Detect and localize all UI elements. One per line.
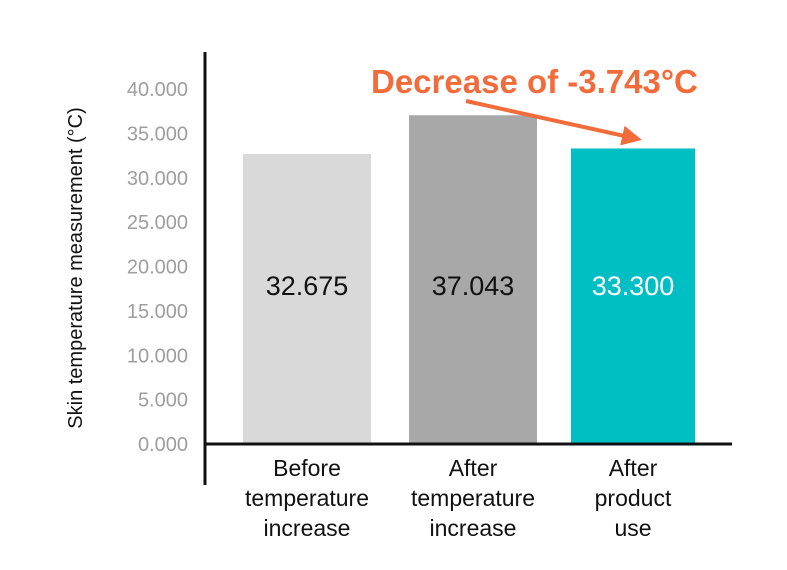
y-tick-label: 15.000: [127, 301, 188, 323]
y-tick-label: 10.000: [127, 345, 188, 367]
y-axis-label: Skin temperature measurement (°C): [65, 107, 87, 428]
category-label: After: [609, 455, 658, 481]
y-tick-label: 25.000: [127, 212, 188, 234]
bar: [409, 115, 537, 444]
category-label: increase: [430, 515, 517, 541]
category-label: After: [449, 455, 498, 481]
category-label: temperature: [245, 485, 369, 511]
bar-value-label: 33.300: [592, 271, 675, 301]
annotation-arrow: [465, 99, 642, 146]
bar: [243, 154, 371, 444]
category-label: Before: [273, 455, 341, 481]
y-tick-label: 5.000: [138, 390, 188, 412]
bar: [571, 148, 695, 444]
bar-value-label: 37.043: [432, 271, 515, 301]
bar-value-label: 32.675: [266, 271, 349, 301]
category-labels: Before temperature increase After temperatur…: [245, 455, 672, 541]
y-axis-ticks: 0.000 5.000 10.000 15.000 20.000 25.000 30.000…: [127, 79, 188, 456]
y-tick-label: 30.000: [127, 168, 188, 190]
y-tick-label: 35.000: [127, 123, 188, 145]
category-label: use: [614, 515, 651, 541]
category-label: product: [595, 485, 672, 511]
y-tick-label: 40.000: [127, 79, 188, 101]
annotation-text: Decrease of -3.743°C: [371, 63, 698, 100]
y-tick-label: 0.000: [138, 434, 188, 456]
value-labels: 32.675 37.043 33.300: [266, 271, 675, 301]
category-label: increase: [264, 515, 351, 541]
y-tick-label: 20.000: [127, 257, 188, 279]
category-label: temperature: [411, 485, 535, 511]
bars: [243, 115, 695, 444]
